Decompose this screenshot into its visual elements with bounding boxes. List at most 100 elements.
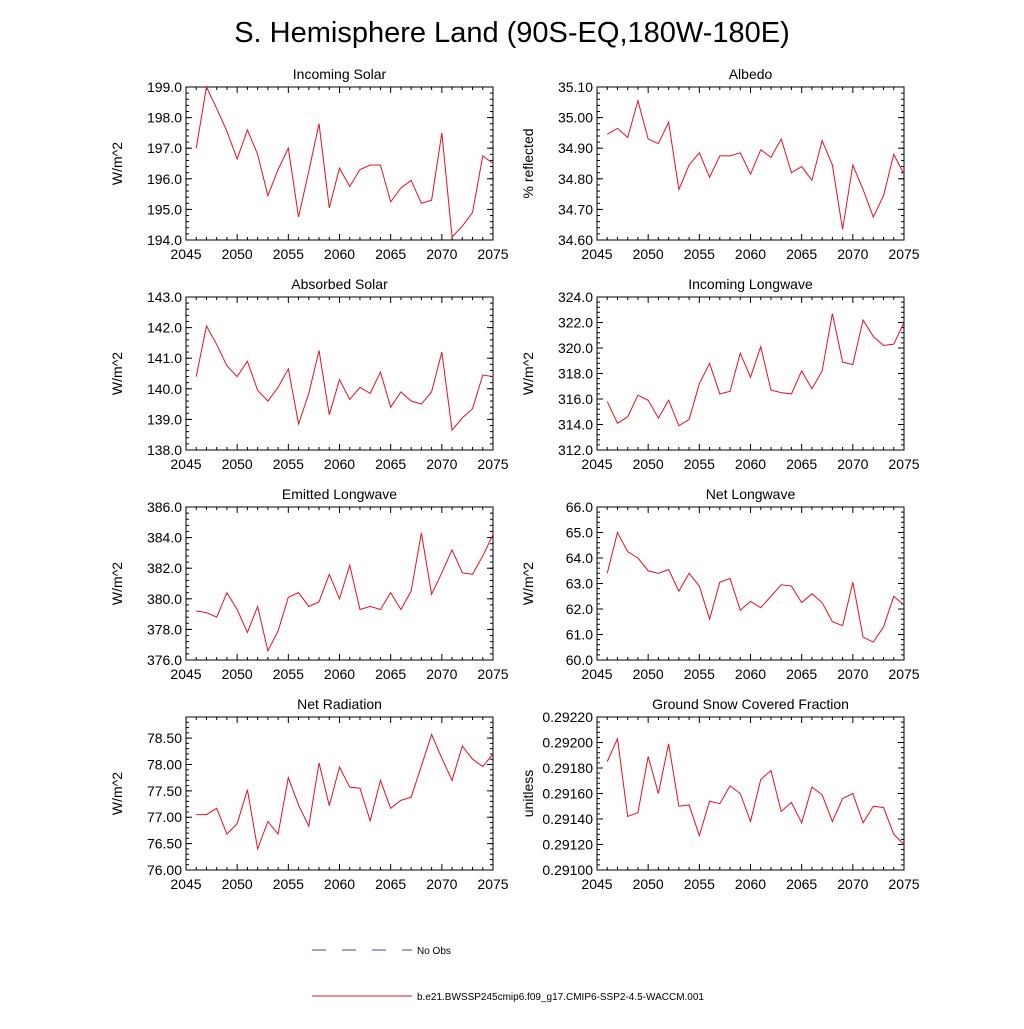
x-tick-label: 2065 [786,666,817,682]
panel-title: Absorbed Solar [291,276,388,292]
x-tick-label: 2065 [786,246,817,262]
plot-frame [596,86,905,241]
x-tick-label: 2070 [837,666,868,682]
y-tick-label: 312.0 [558,442,593,458]
x-tick-label: 2050 [222,666,253,682]
y-tick-label: 196.0 [147,171,182,187]
x-tick-label: 2055 [273,456,304,472]
x-tick-label: 2050 [222,456,253,472]
y-tick-label: 324.0 [558,289,593,305]
x-tick-label: 2075 [477,666,508,682]
series-line [606,736,905,845]
y-tick-label: 140.0 [147,381,182,397]
panel-5: Emitted Longwave W/m^2 2045 2050 2055 2060 206… [109,486,509,682]
y-tick-label: 141.0 [147,350,182,366]
panel-8: Ground Snow Covered Fraction unitless 2045… [520,696,920,892]
x-tick-label: 2065 [375,876,406,892]
y-tick-label: 63.0 [566,576,593,592]
y-axis-label: W/m^2 [109,562,125,605]
y-axis-label: W/m^2 [109,142,125,185]
panel-title: Ground Snow Covered Fraction [652,696,849,712]
x-tick-label: 2070 [837,876,868,892]
y-tick-label: 34.90 [558,140,593,156]
y-tick-label: 65.0 [566,525,593,541]
panels: Incoming Solar W/m^2 2045 2050 2055 2060 2065 2… [109,66,920,892]
panel-2: Albedo % reflected 2045 2050 2055 2060 2065 207… [520,66,920,262]
x-tick-label: 2060 [735,876,766,892]
x-tick-label: 2050 [633,876,664,892]
y-axis-label: unitless [520,770,536,817]
plot-frame [596,296,905,451]
x-tick-label: 2045 [581,246,612,262]
x-tick-label: 2060 [735,246,766,262]
x-tick-label: 2065 [375,246,406,262]
x-tick-label: 2065 [375,666,406,682]
y-tick-label: 0.29100 [542,862,593,878]
x-tick-label: 2045 [581,876,612,892]
y-tick-label: 61.0 [566,627,593,643]
x-tick-label: 2045 [170,666,201,682]
y-tick-label: 76.50 [147,836,182,852]
y-tick-label: 320.0 [558,340,593,356]
y-tick-label: 34.60 [558,232,593,248]
y-tick-label: 384.0 [147,530,182,546]
plot-frame [185,296,494,451]
x-tick-label: 2060 [735,456,766,472]
y-tick-label: 34.80 [558,171,593,187]
panel-4: Incoming Longwave W/m^2 2045 2050 2055 2060 20… [520,276,920,472]
plot-frame [596,506,905,661]
legend-model-label: b.e21.BWSSP245cmip6.f09_g17.CMIP6-SSP2-4… [417,992,704,1003]
panel-title: Incoming Solar [293,66,387,82]
x-tick-label: 2065 [786,876,817,892]
x-tick-label: 2050 [633,666,664,682]
panel-title: Albedo [729,66,773,82]
y-tick-label: 322.0 [558,315,593,331]
y-tick-label: 143.0 [147,289,182,305]
y-tick-label: 35.00 [558,110,593,126]
x-tick-label: 2060 [324,246,355,262]
x-tick-label: 2075 [477,876,508,892]
series-line [196,732,494,851]
x-tick-label: 2055 [273,876,304,892]
y-tick-label: 0.29160 [542,786,593,802]
x-tick-label: 2075 [888,666,919,682]
plot-frame [185,716,494,871]
y-tick-label: 199.0 [147,79,182,95]
panel-title: Emitted Longwave [282,486,397,502]
x-tick-label: 2050 [633,456,664,472]
y-tick-label: 78.50 [147,730,182,746]
x-tick-label: 2065 [375,456,406,472]
y-tick-label: 64.0 [566,550,593,566]
x-tick-label: 2075 [888,876,919,892]
x-tick-label: 2075 [888,456,919,472]
y-tick-label: 195.0 [147,201,182,217]
y-axis-label: W/m^2 [109,772,125,815]
x-tick-label: 2045 [170,456,201,472]
series-line [196,532,494,653]
legend: No Obs b.e21.BWSSP245cmip6.f09_g17.CMIP6… [312,946,704,1003]
x-tick-label: 2070 [426,246,457,262]
x-tick-label: 2070 [837,246,868,262]
x-tick-label: 2055 [273,666,304,682]
y-tick-label: 382.0 [147,560,182,576]
panel-3: Absorbed Solar W/m^2 2045 2050 2055 2060 2065 2… [109,276,509,472]
x-tick-label: 2070 [426,666,457,682]
plot-frame [596,716,905,871]
y-tick-label: 198.0 [147,110,182,126]
y-tick-label: 78.00 [147,756,182,772]
figure-title: S. Hemisphere Land (90S-EQ,180W-180E) [234,17,790,49]
x-tick-label: 2075 [477,456,508,472]
x-tick-label: 2045 [581,666,612,682]
y-tick-label: 386.0 [147,499,182,515]
y-tick-label: 378.0 [147,621,182,637]
y-tick-label: 376.0 [147,652,182,668]
y-tick-label: 0.29200 [542,735,593,751]
y-tick-label: 197.0 [147,140,182,156]
y-axis-label: W/m^2 [520,562,536,605]
y-tick-label: 62.0 [566,601,593,617]
x-tick-label: 2055 [684,666,715,682]
panel-6: Net Longwave W/m^2 2045 2050 2055 2060 2065 207… [520,486,920,682]
y-tick-label: 139.0 [147,411,182,427]
